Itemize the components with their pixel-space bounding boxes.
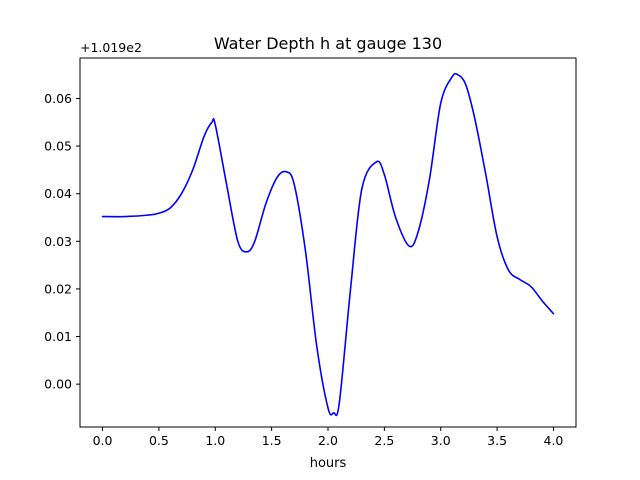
y-tick-label: 0.03 [44, 234, 72, 249]
y-tick-label: 0.05 [44, 139, 72, 154]
x-tick-label: 0.5 [149, 433, 169, 448]
x-tick-label: 2.0 [318, 433, 338, 448]
x-tick-label: 1.0 [205, 433, 225, 448]
x-tick-label: 4.0 [544, 433, 564, 448]
y-tick-label: 0.04 [44, 186, 72, 201]
plot-frame [79, 57, 577, 428]
x-tick-label: 1.5 [262, 433, 282, 448]
x-tick-label: 3.5 [487, 433, 507, 448]
y-tick-label: 0.00 [44, 377, 72, 392]
x-tick-label: 2.5 [374, 433, 394, 448]
y-tick-label: 0.06 [44, 91, 72, 106]
x-tick-label: 0.0 [93, 433, 113, 448]
series-line-0 [101, 72, 555, 417]
x-tick-label: 3.0 [431, 433, 451, 448]
chart-title: Water Depth h at gauge 130 [214, 34, 442, 53]
x-axis-label: hours [310, 456, 347, 471]
y-tick-label: 0.02 [44, 281, 72, 296]
series-layer [101, 72, 555, 417]
y-ticks: 0.00 0.01 0.02 0.03 0.04 0.05 0.06 [44, 91, 80, 392]
x-ticks: 0.0 0.5 1.0 1.5 2.0 2.5 3.0 3.5 4.0 [93, 427, 564, 448]
y-tick-label: 0.01 [44, 329, 72, 344]
y-offset-label: +1.019e2 [80, 40, 142, 55]
